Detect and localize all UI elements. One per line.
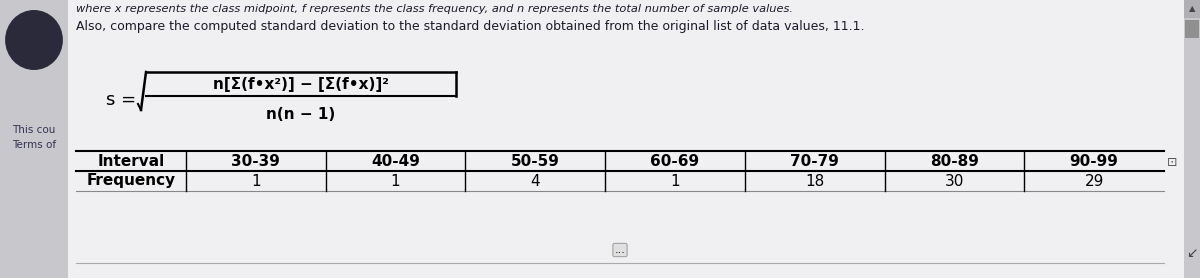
- Bar: [1186, 20, 1199, 38]
- Text: 18: 18: [805, 173, 824, 188]
- Text: This cou: This cou: [12, 125, 55, 135]
- Text: n(n − 1): n(n − 1): [266, 106, 336, 121]
- Text: ▲: ▲: [1189, 4, 1195, 14]
- Text: Terms of: Terms of: [12, 140, 56, 150]
- Text: 1: 1: [251, 173, 260, 188]
- Text: 30: 30: [944, 173, 964, 188]
- Text: ↙: ↙: [1186, 246, 1198, 260]
- Bar: [1184, 0, 1200, 278]
- Text: ⊡: ⊡: [1166, 156, 1177, 169]
- Text: 80-89: 80-89: [930, 153, 979, 168]
- Text: Interval: Interval: [97, 153, 164, 168]
- Text: ...: ...: [614, 245, 625, 255]
- Text: 60-69: 60-69: [650, 153, 700, 168]
- Text: Frequency: Frequency: [86, 173, 175, 188]
- Text: 90-99: 90-99: [1069, 153, 1118, 168]
- Text: 30-39: 30-39: [232, 153, 281, 168]
- Bar: [1184, 0, 1200, 18]
- Text: 70-79: 70-79: [791, 153, 839, 168]
- Text: 29: 29: [1085, 173, 1104, 188]
- Bar: [0, 0, 68, 278]
- Ellipse shape: [5, 10, 62, 70]
- Text: 40-49: 40-49: [371, 153, 420, 168]
- Text: where x represents the class midpoint, f represents the class frequency, and n r: where x represents the class midpoint, f…: [76, 4, 793, 14]
- Text: 4: 4: [530, 173, 540, 188]
- Text: 1: 1: [391, 173, 401, 188]
- Text: s =: s =: [106, 91, 136, 109]
- Text: 50-59: 50-59: [511, 153, 559, 168]
- Text: n[Σ(f•x²)] − [Σ(f•x)]²: n[Σ(f•x²)] − [Σ(f•x)]²: [214, 76, 389, 91]
- Text: Also, compare the computed standard deviation to the standard deviation obtained: Also, compare the computed standard devi…: [76, 20, 864, 33]
- Text: 1: 1: [670, 173, 680, 188]
